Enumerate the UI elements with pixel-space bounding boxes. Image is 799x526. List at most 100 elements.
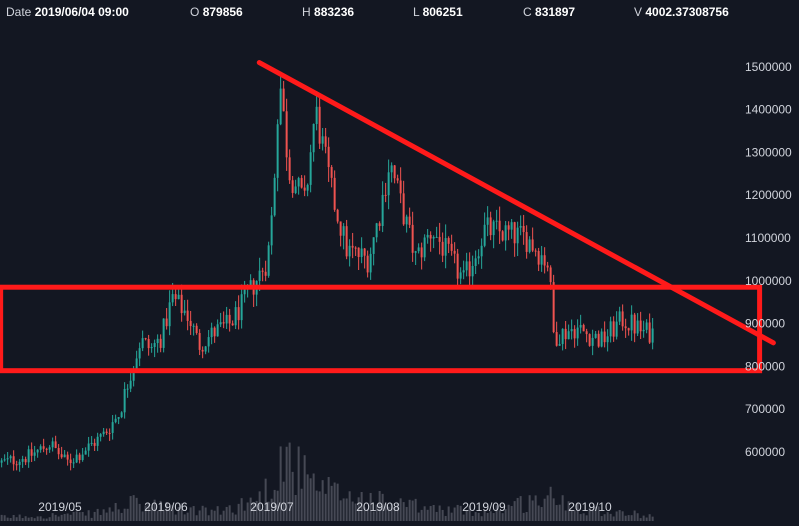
candle-body: [492, 221, 495, 236]
info-high-label: H: [302, 5, 311, 19]
volume-bar: [402, 502, 405, 521]
volume-bar: [66, 513, 69, 521]
candle-body: [99, 434, 102, 437]
candle-body: [648, 322, 651, 343]
volume-bar: [636, 513, 639, 521]
candle-body: [96, 436, 99, 446]
volume-bar: [630, 515, 633, 521]
candle-body: [282, 88, 285, 112]
volume-bar: [51, 513, 54, 521]
volume-bar: [510, 506, 513, 521]
info-date-label: Date: [6, 5, 32, 19]
candle-body: [312, 123, 315, 153]
volume-bar: [585, 515, 588, 521]
candle-body: [321, 136, 324, 144]
info-volume-label: V: [634, 5, 643, 19]
info-date-value: 2019/06/04 09:00: [34, 5, 129, 19]
candle-body: [156, 338, 159, 344]
volume-bar: [270, 498, 273, 521]
candle-body: [465, 261, 468, 271]
candle-body: [225, 314, 228, 324]
candle-body: [120, 412, 123, 418]
candle-body: [111, 422, 114, 433]
candle-body: [117, 417, 120, 419]
volume-bar: [477, 512, 480, 521]
volume-bar: [117, 509, 120, 521]
volume-bar: [633, 510, 636, 521]
candle-body: [30, 449, 33, 456]
y-tick-label: 1000000: [745, 274, 792, 288]
candle-body: [594, 333, 597, 338]
volume-bar: [384, 503, 387, 521]
candle-body: [186, 310, 189, 321]
candle-body: [87, 443, 90, 451]
volume-bar: [642, 515, 645, 521]
candle-body: [135, 358, 138, 369]
candle-body: [339, 221, 342, 236]
candle-body: [6, 458, 9, 460]
info-close-value: 831897: [535, 5, 576, 19]
candle-body: [537, 250, 540, 265]
candle-body: [429, 234, 432, 239]
candle-body: [540, 255, 543, 265]
volume-bar: [6, 517, 9, 521]
candle-body: [462, 270, 465, 273]
volume-bar: [420, 509, 423, 521]
candle-body: [63, 454, 66, 458]
candle-body: [291, 180, 294, 193]
volume-bar: [297, 446, 300, 521]
candle-body: [210, 327, 213, 338]
volume-bar: [549, 486, 552, 521]
volume-bar: [621, 511, 624, 521]
volume-bar: [492, 513, 495, 521]
candle-body: [303, 187, 306, 191]
candle-body: [33, 452, 36, 456]
volume-bar: [450, 512, 453, 521]
info-open-value: 879856: [202, 5, 243, 19]
volume-bar: [294, 495, 297, 521]
volume-bar: [459, 505, 462, 521]
volume-bar: [411, 500, 414, 521]
volume-bar: [609, 513, 612, 521]
volume-bar: [540, 507, 543, 521]
candle-body: [327, 146, 330, 168]
volume-bar: [198, 510, 201, 521]
info-volume: V 4002.37308756: [634, 5, 729, 19]
volume-bar: [498, 510, 501, 521]
y-tick-label: 1400000: [745, 103, 792, 117]
candle-body: [234, 307, 237, 326]
y-tick-label: 700000: [745, 402, 785, 416]
candle-body: [12, 456, 15, 465]
candle-body: [606, 336, 609, 343]
candle-body: [54, 441, 57, 449]
candle-body: [630, 314, 633, 331]
volume-bar: [219, 514, 222, 521]
candle-body: [150, 346, 153, 349]
x-tick-label: 2019/08: [356, 500, 400, 514]
candle-body: [441, 241, 444, 256]
volume-bar: [474, 512, 477, 521]
candle-body: [114, 418, 117, 423]
volume-bar: [372, 511, 375, 521]
candle-body: [192, 325, 195, 327]
volume-bar: [381, 493, 384, 521]
volume-bar: [174, 514, 177, 521]
candle-body: [69, 459, 72, 464]
volume-bar: [390, 503, 393, 521]
volume-bar: [534, 495, 537, 521]
candle-body: [516, 227, 519, 244]
volume-bar: [639, 518, 642, 521]
candle-body: [546, 265, 549, 268]
candle-body: [642, 329, 645, 332]
candle-body: [141, 338, 144, 349]
candle-body: [582, 325, 585, 332]
candle-body: [171, 294, 174, 303]
candle-body: [258, 270, 261, 281]
x-tick-label: 2019/05: [38, 500, 82, 514]
volume-bar: [423, 506, 426, 521]
candle-body: [228, 314, 231, 324]
candle-body: [162, 318, 165, 348]
candle-body: [456, 253, 459, 279]
candle-body: [126, 388, 129, 390]
